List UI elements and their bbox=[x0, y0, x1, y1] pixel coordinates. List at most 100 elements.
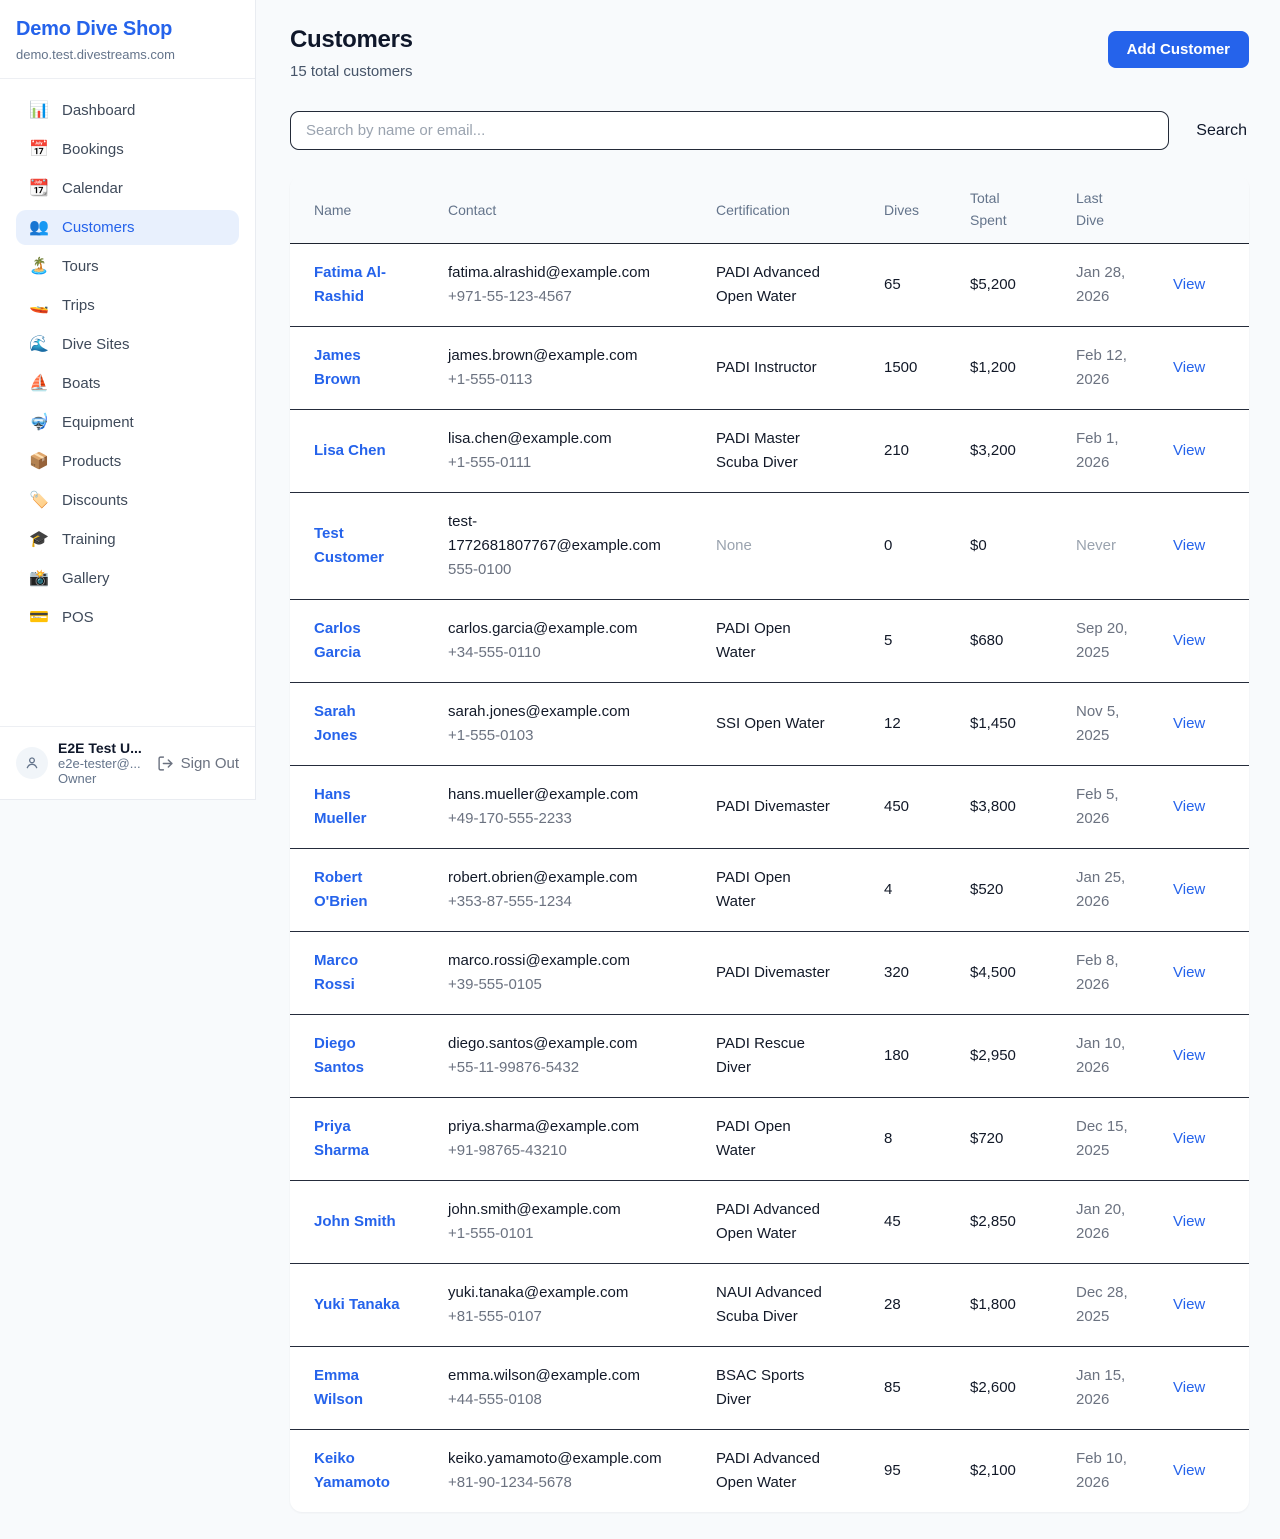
sidebar-item-label: Gallery bbox=[62, 570, 110, 587]
view-link[interactable]: View bbox=[1173, 964, 1206, 982]
customer-email: priya.sharma@example.com bbox=[448, 1118, 640, 1136]
view-link[interactable]: View bbox=[1173, 798, 1206, 816]
bar-chart-icon: 📊 bbox=[29, 101, 49, 119]
customer-name-link[interactable]: Emma Wilson bbox=[314, 1367, 364, 1409]
customer-phone: +39-555-0105 bbox=[448, 976, 542, 994]
customer-name-link[interactable]: James Brown bbox=[314, 347, 361, 389]
dives-count: 12 bbox=[872, 682, 958, 767]
customer-phone: +49-170-555-2233 bbox=[448, 810, 572, 828]
view-link[interactable]: View bbox=[1173, 1379, 1206, 1397]
camera-icon: 📸 bbox=[29, 569, 49, 587]
table-row: Lisa Chen lisa.chen@example.com +1-555-0… bbox=[290, 409, 1249, 494]
sign-out-button[interactable]: Sign Out bbox=[157, 755, 239, 772]
search-input[interactable] bbox=[290, 111, 1170, 150]
user-info: E2E Test U... e2e-tester@... Owner bbox=[58, 740, 142, 786]
sidebar-item-calendar[interactable]: 📆 Calendar bbox=[16, 171, 239, 206]
sidebar-item-label: Equipment bbox=[62, 414, 134, 431]
customer-name-link[interactable]: Sarah Jones bbox=[314, 703, 358, 745]
view-link[interactable]: View bbox=[1173, 442, 1206, 460]
view-link[interactable]: View bbox=[1173, 715, 1206, 733]
main-content: Customers 15 total customers Add Custome… bbox=[256, 0, 1280, 1539]
view-link[interactable]: View bbox=[1173, 537, 1206, 555]
last-dive-date: Feb 5, 2026 bbox=[1076, 786, 1119, 828]
wave-icon: 🌊 bbox=[29, 335, 49, 353]
sidebar-item-customers[interactable]: 👥 Customers bbox=[16, 210, 239, 245]
customer-name-link[interactable]: John Smith bbox=[314, 1213, 396, 1231]
customer-name-link[interactable]: Marco Rossi bbox=[314, 952, 359, 994]
view-link[interactable]: View bbox=[1173, 1047, 1206, 1065]
sidebar-item-tours[interactable]: 🏝️ Tours bbox=[16, 249, 239, 284]
customer-name-link[interactable]: Diego Santos bbox=[314, 1035, 365, 1077]
sidebar-item-dashboard[interactable]: 📊 Dashboard bbox=[16, 93, 239, 128]
customer-phone: +81-90-1234-5678 bbox=[448, 1474, 572, 1492]
customer-name-link[interactable]: Carlos Garcia bbox=[314, 620, 361, 662]
total-spent: $4,500 bbox=[958, 931, 1064, 1016]
customer-email: lisa.chen@example.com bbox=[448, 430, 612, 448]
sidebar-item-bookings[interactable]: 📅 Bookings bbox=[16, 132, 239, 167]
sidebar-item-label: Trips bbox=[62, 297, 95, 314]
sidebar-item-label: POS bbox=[62, 609, 94, 626]
sidebar-item-label: Discounts bbox=[62, 492, 128, 509]
customer-name-link[interactable]: Priya Sharma bbox=[314, 1118, 370, 1160]
dives-count: 5 bbox=[872, 599, 958, 684]
customer-name-link[interactable]: Keiko Yamamoto bbox=[314, 1450, 390, 1492]
customer-email: keiko.yamamoto@example.com bbox=[448, 1450, 662, 1468]
customer-phone: +353-87-555-1234 bbox=[448, 893, 572, 911]
sidebar-item-label: Tours bbox=[62, 258, 99, 275]
sidebar-item-training[interactable]: 🎓 Training bbox=[16, 522, 239, 557]
sidebar-item-products[interactable]: 📦 Products bbox=[16, 444, 239, 479]
sidebar-item-boats[interactable]: ⛵ Boats bbox=[16, 366, 239, 401]
dives-count: 450 bbox=[872, 765, 958, 850]
last-dive-date: Jan 10, 2026 bbox=[1076, 1035, 1126, 1077]
customer-email: carlos.garcia@example.com bbox=[448, 620, 638, 638]
add-customer-button[interactable]: Add Customer bbox=[1107, 31, 1249, 68]
total-spent: $1,800 bbox=[958, 1263, 1064, 1348]
sidebar-item-equipment[interactable]: 🤿 Equipment bbox=[16, 405, 239, 440]
customer-name-link[interactable]: Yuki Tanaka bbox=[314, 1296, 400, 1314]
sidebar-item-pos[interactable]: 💳 POS bbox=[16, 600, 239, 635]
view-link[interactable]: View bbox=[1173, 276, 1206, 294]
sidebar-item-label: Calendar bbox=[62, 180, 123, 197]
search-button[interactable]: Search bbox=[1194, 118, 1249, 144]
sidebar-item-trips[interactable]: 🚤 Trips bbox=[16, 288, 239, 323]
customer-phone: 555-0100 bbox=[448, 561, 512, 579]
customer-name-link[interactable]: Fatima Al-Rashid bbox=[314, 264, 386, 306]
certification: PADI Open Water bbox=[716, 620, 791, 662]
customer-email: fatima.alrashid@example.com bbox=[448, 264, 650, 282]
sidebar-item-gallery[interactable]: 📸 Gallery bbox=[16, 561, 239, 596]
user-name: E2E Test U... bbox=[58, 740, 142, 756]
customer-phone: +1-555-0103 bbox=[448, 727, 534, 745]
last-dive-date: Jan 25, 2026 bbox=[1076, 869, 1126, 911]
customer-email: john.smith@example.com bbox=[448, 1201, 621, 1219]
customer-email: robert.obrien@example.com bbox=[448, 869, 638, 887]
credit-card-icon: 💳 bbox=[29, 608, 49, 626]
certification: PADI Advanced Open Water bbox=[716, 1201, 820, 1243]
view-link[interactable]: View bbox=[1173, 1462, 1206, 1480]
view-link[interactable]: View bbox=[1173, 1130, 1206, 1148]
sidebar-item-dive-sites[interactable]: 🌊 Dive Sites bbox=[16, 327, 239, 362]
person-icon bbox=[26, 757, 38, 769]
customer-name-link[interactable]: Robert O'Brien bbox=[314, 869, 368, 911]
customer-name-link[interactable]: Hans Mueller bbox=[314, 786, 367, 828]
view-link[interactable]: View bbox=[1173, 1213, 1206, 1231]
last-dive-date: Feb 1, 2026 bbox=[1076, 430, 1119, 472]
table-row: Hans Mueller hans.mueller@example.com +4… bbox=[290, 765, 1249, 850]
view-link[interactable]: View bbox=[1173, 632, 1206, 650]
view-link[interactable]: View bbox=[1173, 881, 1206, 899]
last-dive-date: Feb 8, 2026 bbox=[1076, 952, 1119, 994]
customer-name-link[interactable]: Lisa Chen bbox=[314, 442, 386, 460]
calendar-date-icon: 📅 bbox=[29, 140, 49, 158]
table-row: Sarah Jones sarah.jones@example.com +1-5… bbox=[290, 682, 1249, 767]
dives-count: 1500 bbox=[872, 326, 958, 411]
customer-email: diego.santos@example.com bbox=[448, 1035, 638, 1053]
table-row: John Smith john.smith@example.com +1-555… bbox=[290, 1180, 1249, 1265]
view-link[interactable]: View bbox=[1173, 359, 1206, 377]
customer-phone: +1-555-0111 bbox=[448, 454, 532, 472]
last-dive-date: Feb 10, 2026 bbox=[1076, 1450, 1127, 1492]
view-link[interactable]: View bbox=[1173, 1296, 1206, 1314]
customer-name-link[interactable]: Test Customer bbox=[314, 525, 385, 567]
sidebar-header: Demo Dive Shop demo.test.divestreams.com bbox=[0, 0, 255, 79]
sidebar-item-discounts[interactable]: 🏷️ Discounts bbox=[16, 483, 239, 518]
table-row: Yuki Tanaka yuki.tanaka@example.com +81-… bbox=[290, 1263, 1249, 1348]
total-spent: $2,600 bbox=[958, 1346, 1064, 1431]
